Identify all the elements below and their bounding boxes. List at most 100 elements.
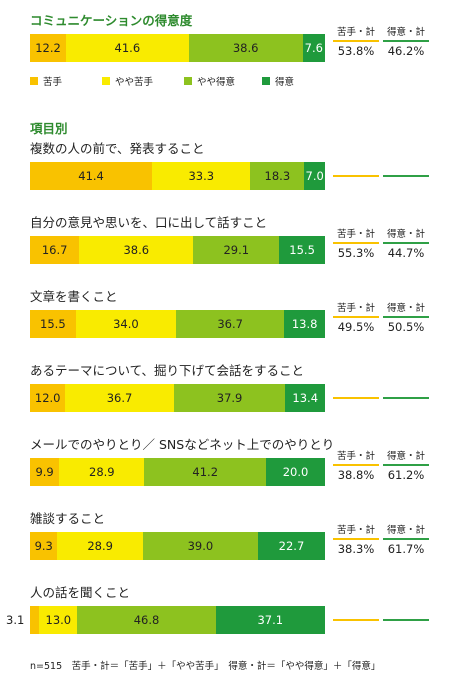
overall-seg-slightly-strong: 38.6 — [188, 34, 303, 62]
item-6-weak-total-value: 38.3% — [337, 542, 375, 556]
item-2-strong-total-line — [383, 242, 429, 244]
item-7-label: 人の話を聞くこと — [30, 585, 131, 600]
item-2-bar: 16.7 38.6 29.1 15.5 — [30, 236, 325, 264]
item-2-strong-total-label: 得意・計 — [386, 229, 425, 240]
item-2-weak-total: 苦手・計 55.3% — [333, 226, 379, 260]
legend-label-slightly-strong: やや得意 — [197, 77, 236, 88]
item-3-strong-total-label: 得意・計 — [386, 303, 425, 314]
item-3-label: 文章を書くこと — [30, 289, 118, 304]
item-5-weak-total-line — [333, 464, 379, 466]
legend-item-weak: 苦手 — [30, 74, 62, 88]
item-6-seg-strong: 22.7 — [257, 532, 325, 560]
item-2-strong-total: 得意・計 44.7% — [383, 226, 429, 260]
item-6-weak-total-line — [333, 538, 379, 540]
item-2-seg-slightly-strong: 29.1 — [193, 236, 280, 264]
item-2-weak-total-value: 55.3% — [337, 246, 375, 260]
overall-weak-total: 苦手・計 53.8% — [333, 24, 379, 58]
item-7-seg-slightly-weak: 13.0 — [39, 606, 78, 634]
overall-weak-total-line — [333, 40, 379, 42]
item-2-strong-total-value: 44.7% — [387, 246, 425, 260]
item-3-strong-total-line — [383, 316, 429, 318]
item-2-weak-total-label: 苦手・計 — [336, 229, 375, 240]
item-5-weak-total: 苦手・計 38.8% — [333, 448, 379, 482]
item-3-seg-slightly-strong: 36.7 — [176, 310, 285, 338]
overall-weak-total-label: 苦手・計 — [336, 27, 375, 38]
item-4-seg-strong: 13.4 — [285, 384, 325, 412]
item-5-strong-total-line — [383, 464, 429, 466]
item-1-seg-strong: 7.0 — [304, 162, 325, 190]
item-7-label-weak: 3.1 — [6, 613, 25, 627]
item-4-weak-total-line — [333, 397, 379, 399]
overall-strong-total-line — [383, 40, 429, 42]
item-5-seg-strong: 20.0 — [266, 458, 325, 486]
item-6-seg-slightly-weak: 28.9 — [57, 532, 143, 560]
item-3-seg-slightly-weak: 34.0 — [75, 310, 177, 338]
item-2-seg-weak: 16.7 — [30, 236, 80, 264]
overall-seg-weak: 12.2 — [30, 34, 66, 62]
legend-swatch-weak — [30, 77, 38, 85]
item-7-strong-total-line — [383, 619, 429, 621]
item-1-bar: 41.4 33.3 18.3 7.0 — [30, 162, 325, 190]
item-4-seg-slightly-strong: 37.9 — [173, 384, 286, 412]
legend-label-slightly-weak: やや苦手 — [115, 77, 154, 88]
item-1-strong-total-line — [383, 175, 429, 177]
footnote: n=515 苦手・計＝「苦手」＋「やや苦手」 得意・計＝「やや得意」＋「得意」 — [30, 661, 381, 672]
section-label: 項目別 — [30, 121, 68, 136]
item-1-label: 複数の人の前で、発表すること — [30, 141, 205, 156]
item-2-weak-total-line — [333, 242, 379, 244]
legend-item-slightly-strong: やや得意 — [184, 74, 235, 88]
item-4-seg-weak: 12.0 — [30, 384, 66, 412]
item-5-strong-total-value: 61.2% — [387, 468, 425, 482]
legend-item-slightly-weak: やや苦手 — [102, 74, 153, 88]
item-5-bar: 9.9 28.9 41.2 20.0 — [30, 458, 325, 486]
item-3-weak-total: 苦手・計 49.5% — [333, 300, 379, 334]
item-3-weak-total-label: 苦手・計 — [336, 303, 375, 314]
item-5-strong-total-label: 得意・計 — [386, 451, 425, 462]
overall-strong-total-label: 得意・計 — [386, 27, 425, 38]
item-7-seg-strong: 37.1 — [215, 606, 325, 634]
item-7-bar: 13.0 46.8 37.1 — [30, 606, 325, 634]
overall-seg-slightly-weak: 41.6 — [65, 34, 189, 62]
item-6-bar: 9.3 28.9 39.0 22.7 — [30, 532, 325, 560]
item-3-strong-total-value: 50.5% — [387, 320, 425, 334]
item-6-strong-total-label: 得意・計 — [386, 525, 425, 536]
item-4-strong-total-line — [383, 397, 429, 399]
item-3-weak-total-line — [333, 316, 379, 318]
item-3-seg-strong: 13.8 — [284, 310, 325, 338]
item-6-strong-total: 得意・計 61.7% — [383, 522, 429, 556]
legend-label-weak: 苦手 — [43, 77, 63, 88]
item-4-bar: 12.0 36.7 37.9 13.4 — [30, 384, 325, 412]
item-6-weak-total-label: 苦手・計 — [336, 525, 375, 536]
overall-strong-total-value: 46.2% — [387, 44, 425, 58]
item-3-strong-total: 得意・計 50.5% — [383, 300, 429, 334]
overall-weak-total-value: 53.8% — [337, 44, 375, 58]
item-1-seg-slightly-strong: 18.3 — [250, 162, 305, 190]
legend-swatch-strong — [262, 77, 270, 85]
item-6-seg-weak: 9.3 — [30, 532, 58, 560]
item-5-seg-slightly-strong: 41.2 — [144, 458, 266, 486]
item-5-seg-slightly-weak: 28.9 — [59, 458, 145, 486]
item-2-label: 自分の意見や思いを、口に出して話すこと — [30, 215, 268, 230]
item-7-seg-weak — [30, 606, 40, 634]
item-7-weak-total-line — [333, 619, 379, 621]
item-5-strong-total: 得意・計 61.2% — [383, 448, 429, 482]
item-5-seg-weak: 9.9 — [30, 458, 60, 486]
item-3-seg-weak: 15.5 — [30, 310, 76, 338]
overall-bar: 12.2 41.6 38.6 7.6 — [30, 34, 325, 62]
item-3-bar: 15.5 34.0 36.7 13.8 — [30, 310, 325, 338]
item-3-weak-total-value: 49.5% — [337, 320, 375, 334]
item-4-seg-slightly-weak: 36.7 — [65, 384, 174, 412]
item-4-label: あるテーマについて、掘り下げて会話をすること — [30, 363, 305, 378]
item-6-strong-total-value: 61.7% — [387, 542, 425, 556]
legend-swatch-slightly-strong — [184, 77, 192, 85]
item-6-label: 雑談すること — [30, 511, 106, 526]
item-1-weak-total-line — [333, 175, 379, 177]
item-5-label: メールでのやりとり／ SNSなどネット上でのやりとり — [30, 437, 335, 452]
item-6-strong-total-line — [383, 538, 429, 540]
overall-seg-strong: 7.6 — [302, 34, 325, 62]
item-6-seg-slightly-strong: 39.0 — [142, 532, 258, 560]
overall-strong-total: 得意・計 46.2% — [383, 24, 429, 58]
legend-item-strong: 得意 — [262, 74, 294, 88]
legend-swatch-slightly-weak — [102, 77, 110, 85]
item-5-weak-total-label: 苦手・計 — [336, 451, 375, 462]
